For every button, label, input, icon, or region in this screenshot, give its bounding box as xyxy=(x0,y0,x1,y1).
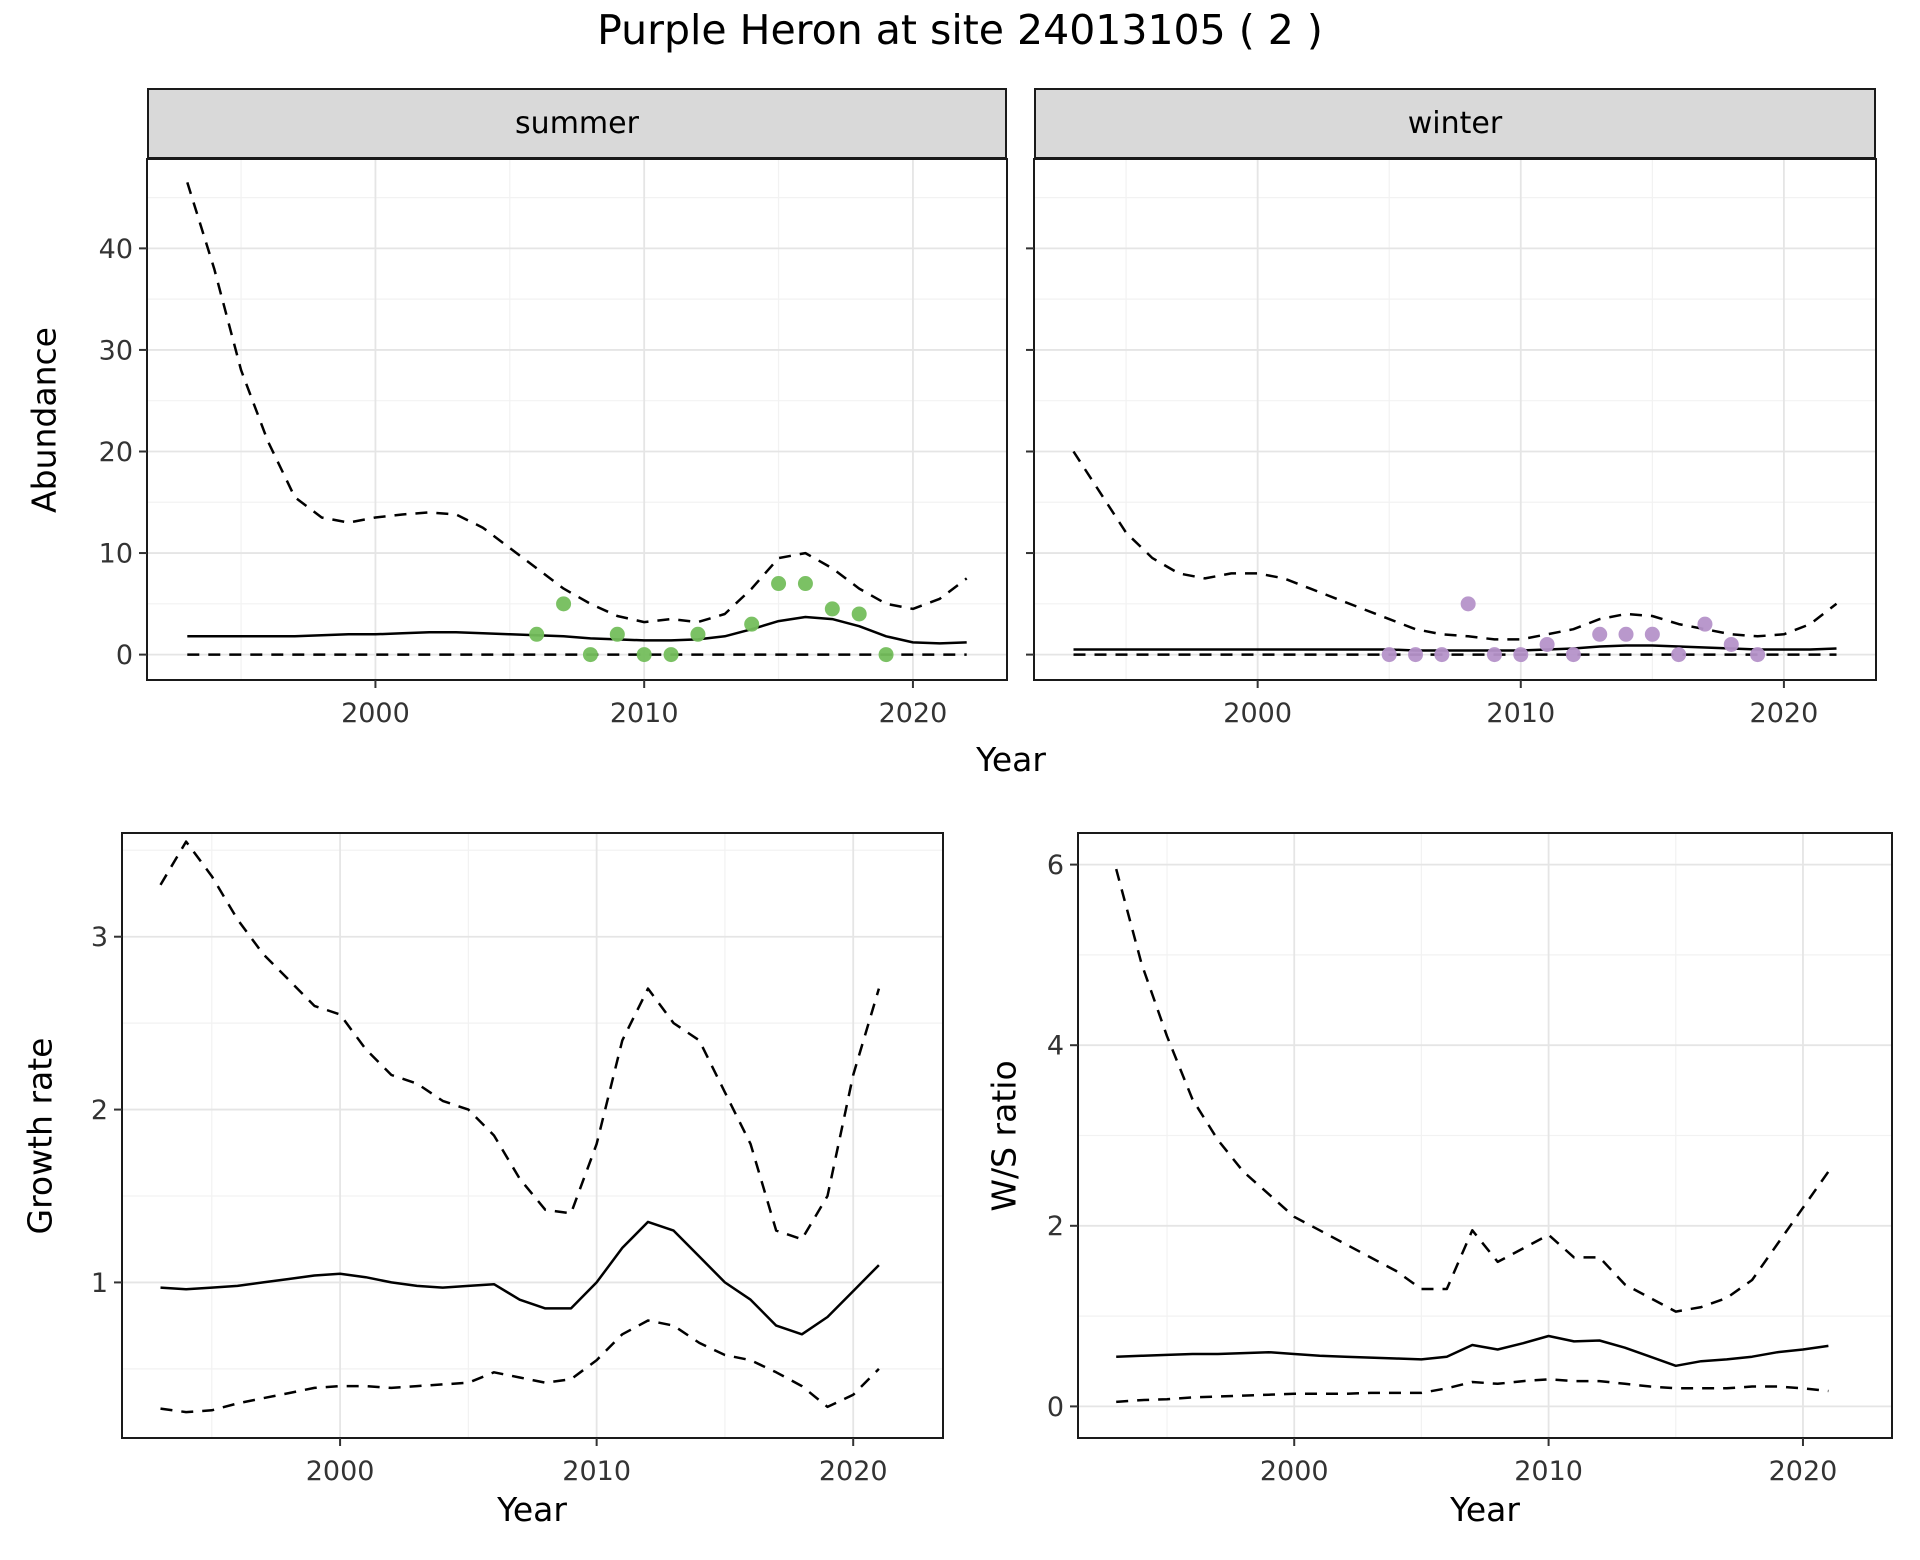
svg-text:2000: 2000 xyxy=(1260,1456,1329,1487)
x-axis-title-growth-rate: Year xyxy=(497,1490,567,1529)
facet-strip-summer: summer xyxy=(147,88,1007,159)
svg-text:2010: 2010 xyxy=(1486,698,1555,729)
svg-text:6: 6 xyxy=(1047,850,1064,881)
svg-text:10: 10 xyxy=(99,539,133,570)
svg-text:2020: 2020 xyxy=(879,698,948,729)
svg-text:2020: 2020 xyxy=(1750,698,1819,729)
chart-title: Purple Heron at site 24013105 ( 2 ) xyxy=(597,6,1323,54)
svg-text:30: 30 xyxy=(99,335,133,366)
svg-text:0: 0 xyxy=(1047,1392,1064,1423)
facet-strip-summer-label: summer xyxy=(515,106,639,141)
svg-text:1: 1 xyxy=(91,1268,108,1299)
chart-ws-ratio: 2000 2010 2020 0 2 4 6 xyxy=(1047,832,1893,1487)
svg-text:2: 2 xyxy=(91,1095,108,1126)
svg-text:2010: 2010 xyxy=(562,1456,631,1487)
svg-text:2000: 2000 xyxy=(341,698,410,729)
svg-text:2000: 2000 xyxy=(1223,698,1292,729)
svg-text:3: 3 xyxy=(91,922,108,953)
svg-text:0: 0 xyxy=(116,640,133,671)
svg-text:2020: 2020 xyxy=(1769,1456,1838,1487)
chart-growth-rate: 2000 2010 2020 1 2 3 xyxy=(91,832,944,1487)
y-axis-title-abundance: Abundance xyxy=(24,327,64,513)
svg-text:2000: 2000 xyxy=(306,1456,375,1487)
svg-text:2: 2 xyxy=(1047,1211,1064,1242)
facet-strip-winter: winter xyxy=(1034,88,1876,159)
svg-text:2010: 2010 xyxy=(1514,1456,1583,1487)
svg-text:2020: 2020 xyxy=(819,1456,888,1487)
svg-text:40: 40 xyxy=(99,234,133,265)
facet-strip-winter-label: winter xyxy=(1407,106,1503,141)
x-axis-title-abundance: Year xyxy=(976,740,1046,779)
chart-abundance-summer: 2000 2010 2020 0 10 20 30 40 xyxy=(99,158,1008,729)
svg-text:20: 20 xyxy=(99,437,133,468)
chart-abundance-winter: 2000 2010 2020 xyxy=(1026,158,1877,729)
svg-text:4: 4 xyxy=(1047,1031,1064,1062)
x-axis-title-ws-ratio: Year xyxy=(1450,1490,1520,1529)
svg-text:2010: 2010 xyxy=(610,698,679,729)
